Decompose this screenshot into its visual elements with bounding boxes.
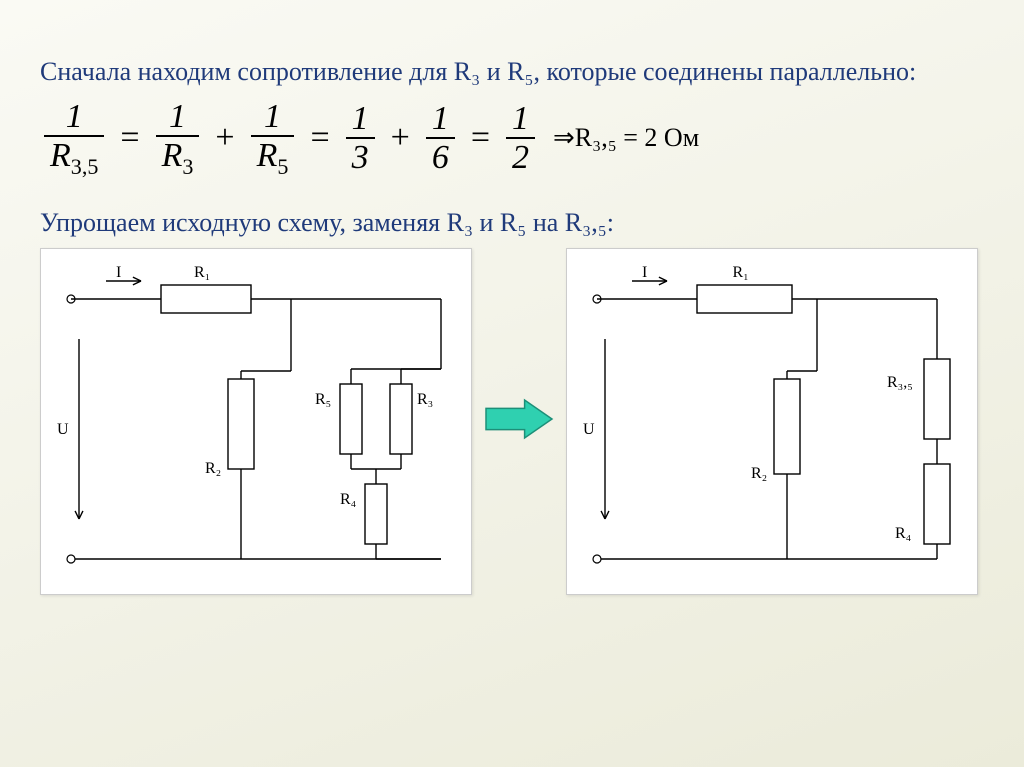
svg-text:R₃,₅: R₃,₅ [887,374,913,391]
formula-result: ⇒R₃,₅ = 2 Ом [553,123,699,153]
subtitle-text: Упрощаем исходную схему, заменяя R₃ и R₅… [40,208,984,238]
svg-text:R₄: R₄ [895,525,912,542]
svg-text:R₁: R₁ [733,264,749,281]
formula-op: = [469,119,492,157]
diagram-row: I R₁ R₂ R₅ R₃ R₄ U I R₁ R₂ R₃,₅ R₄ U [40,248,984,595]
svg-text:R₄: R₄ [340,491,357,508]
svg-text:I: I [642,264,647,281]
formula-fraction: 1R3,5 [44,99,104,179]
svg-text:U: U [583,421,595,438]
formula-fraction: 13 [346,101,375,176]
svg-text:R₂: R₂ [751,465,767,482]
formula-fraction: 16 [426,101,455,176]
arrow-icon [484,396,554,447]
formula-fraction: 12 [506,101,535,176]
formula-op: + [389,119,412,157]
intro-text: Сначала находим сопротивление для R₃ и R… [40,56,984,89]
svg-text:I: I [116,264,121,281]
circuit-left: I R₁ R₂ R₅ R₃ R₄ U [40,248,472,595]
svg-text:R₅: R₅ [315,391,331,408]
formula-op: = [118,119,141,157]
formula: 1R3,5 = 1R3 +1R5 = 13 +16 = 12 ⇒R₃,₅ = 2 Ом [44,99,984,179]
svg-text:R₁: R₁ [194,264,210,281]
formula-fraction: 1R5 [251,99,295,179]
formula-op: + [213,119,236,157]
formula-op: = [308,119,331,157]
svg-text:R₃: R₃ [417,391,433,408]
slide: Сначала находим сопротивление для R₃ и R… [0,0,1024,605]
circuit-right: I R₁ R₂ R₃,₅ R₄ U [566,248,978,595]
formula-fraction: 1R3 [156,99,200,179]
svg-text:U: U [57,421,69,438]
svg-text:R₂: R₂ [205,460,221,477]
